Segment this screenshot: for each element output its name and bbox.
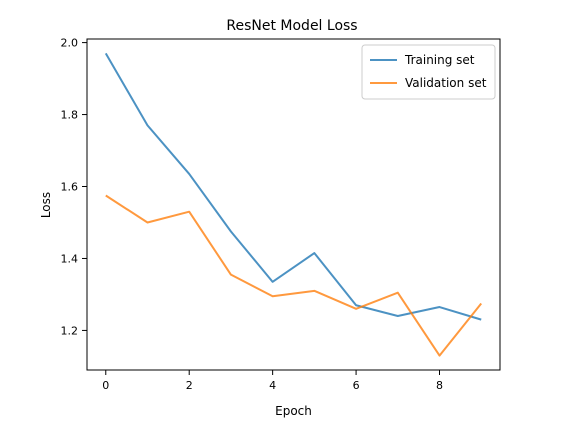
legend: Training set Validation set [361, 44, 496, 100]
x-tick-label: 0 [102, 379, 109, 392]
y-tick-label: 1.8 [61, 109, 79, 122]
y-axis-label: Loss [39, 192, 53, 218]
y-axis: 1.2 1.4 1.6 1.8 2.0 [61, 37, 87, 337]
y-tick-label: 2.0 [61, 37, 79, 50]
x-tick-label: 8 [436, 379, 443, 392]
x-tick-label: 4 [269, 379, 276, 392]
legend-label-training: Training set [404, 53, 475, 67]
legend-label-validation: Validation set [405, 76, 487, 90]
x-tick-label: 2 [186, 379, 193, 392]
x-axis: 0 2 4 6 8 [102, 370, 443, 392]
y-tick-label: 1.2 [61, 324, 79, 337]
validation-set-line [105, 194, 483, 357]
legend-box [361, 44, 496, 100]
training-set-line [104, 52, 482, 321]
x-axis-label: Epoch [275, 404, 312, 418]
series-layer [104, 52, 483, 357]
chart-title: ResNet Model Loss [226, 18, 357, 34]
y-tick-label: 1.4 [61, 252, 79, 265]
y-tick-label: 1.6 [61, 181, 79, 194]
x-tick-label: 6 [353, 379, 360, 392]
plot-area [86, 38, 501, 371]
